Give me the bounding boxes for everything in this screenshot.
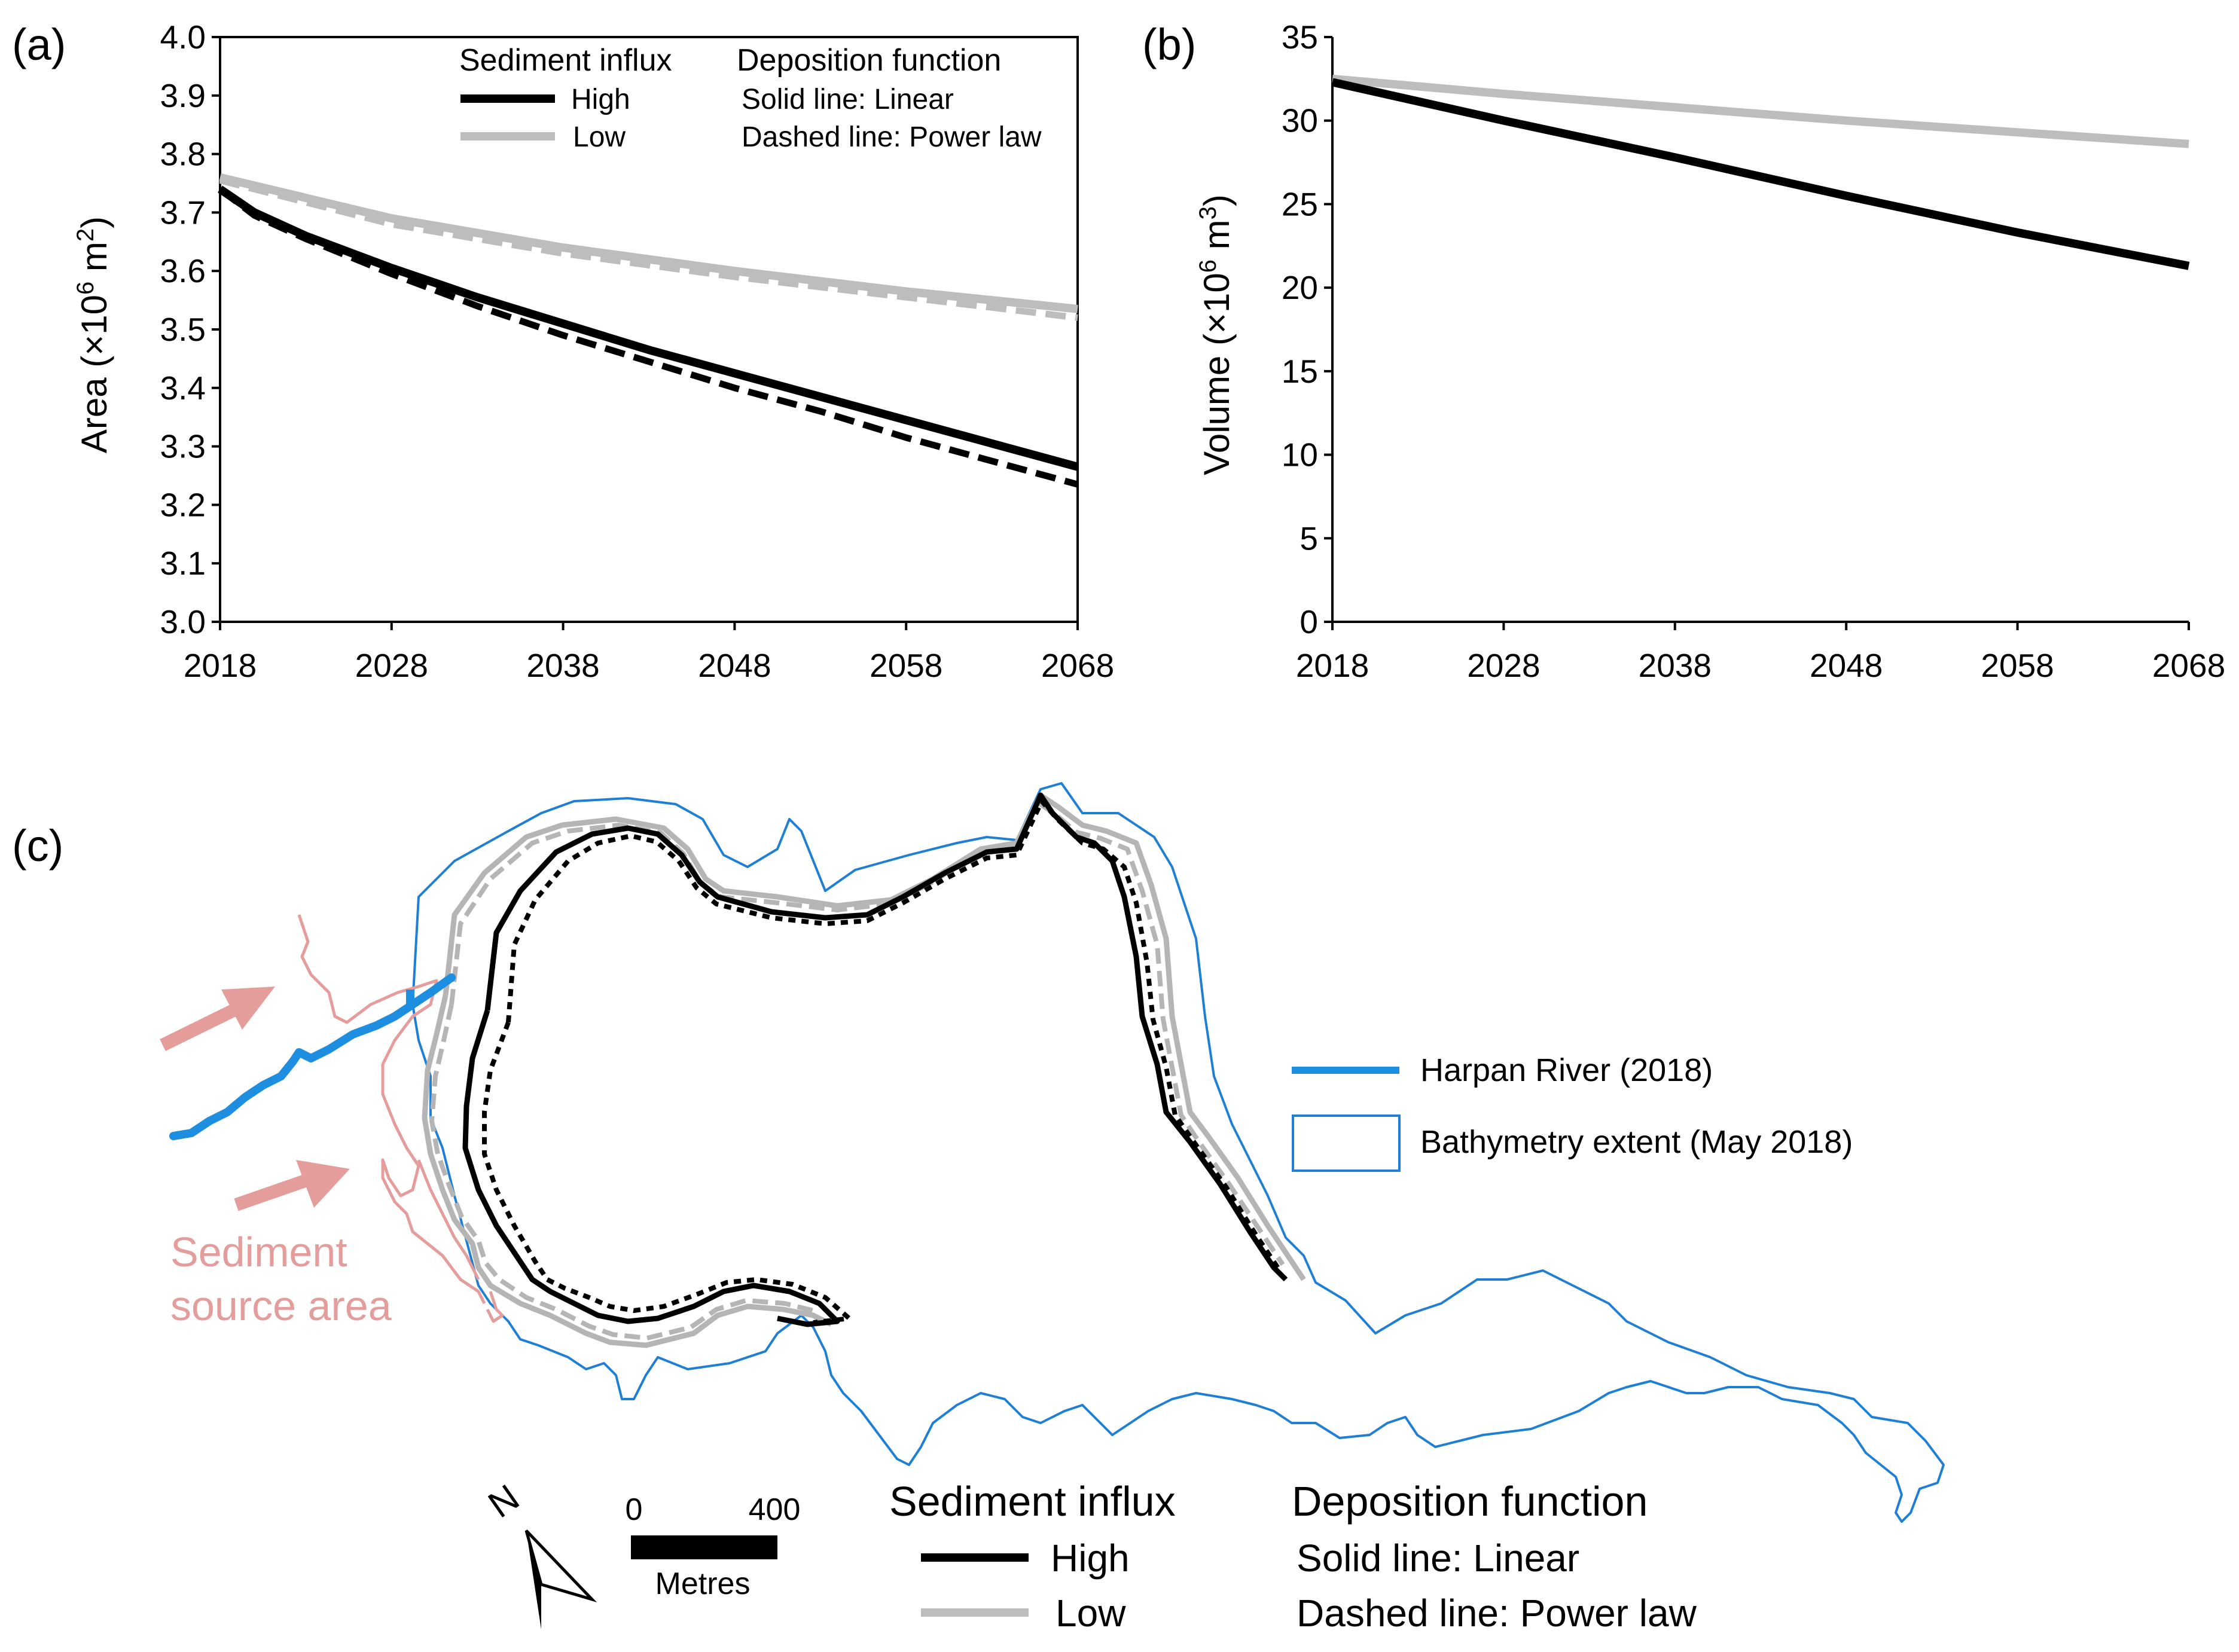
scale-end-label: 400 [749, 1492, 801, 1527]
panel-a-series-line [218, 186, 1079, 488]
panel-b-x-tick-label: 2048 [1810, 647, 1883, 684]
panel-a-y-tick-label: 3.4 [160, 370, 206, 407]
panel-b-y-tick-label: 25 [1282, 185, 1318, 222]
panel-c-legend-low-label: Low [1056, 1592, 1126, 1635]
panel-c-label: (c) [12, 821, 63, 871]
panel-b-x-ticks: 2018 2028 2038 2048 2058 2068 [1296, 622, 2225, 684]
panel-a-y-tick-label: 3.2 [160, 486, 206, 523]
panel-c-legend-high-label: High [1051, 1537, 1130, 1580]
panel-a-area-chart: (a) Area (×106 m2) 3.0 3.1 3.2 3.3 3.4 3.5 3.6… [12, 19, 1114, 684]
shoreline-high-linear [462, 792, 1288, 1327]
panel-c-legend-solid-text: Solid line: Linear [1297, 1537, 1579, 1580]
panel-c-legend-dashed-text: Dashed line: Power law [1297, 1592, 1697, 1635]
panel-a-x-tick-label: 2068 [1041, 647, 1114, 684]
panel-c-legend-influx-title: Sediment influx [889, 1478, 1176, 1525]
panel-a-y-tick-label: 4.0 [160, 19, 206, 56]
panel-b-label: (b) [1142, 20, 1196, 69]
scale-start-label: 0 [626, 1492, 643, 1527]
panel-b-x-tick-label: 2028 [1467, 647, 1540, 684]
sediment-source-label-line2: source area [170, 1282, 392, 1329]
north-arrow-right-half [524, 1529, 597, 1603]
panel-a-label: (a) [12, 20, 66, 69]
panel-a-legend-deposition-title: Deposition function [737, 43, 1001, 78]
panel-a-x-tick-label: 2038 [526, 647, 599, 684]
shoreline-low-power [429, 800, 1285, 1340]
sediment-source-outline [297, 914, 504, 1323]
panel-a-x-tick-label: 2018 [184, 647, 257, 684]
panel-a-legend-influx-title: Sediment influx [459, 43, 672, 78]
panel-a-y-tick-label: 3.3 [160, 428, 206, 465]
panel-a-legend-low-label: Low [573, 121, 626, 153]
panel-b-series-line [1332, 74, 2189, 148]
north-arrow-left-half [526, 1531, 541, 1629]
panel-a-x-tick-label: 2028 [355, 647, 428, 684]
panel-a-y-tick-label: 3.6 [160, 252, 206, 289]
sediment-arrow-lower [234, 1160, 350, 1211]
panel-a-series-line [219, 177, 1078, 321]
panel-a-y-tick-label: 3.9 [160, 77, 206, 114]
legend-bathymetry-label: Bathymetry extent (May 2018) [1420, 1124, 1853, 1160]
panel-a-y-tick-label: 3.1 [160, 545, 206, 582]
panel-b-x-tick-label: 2018 [1296, 647, 1369, 684]
panel-a-y-ticks: 3.0 3.1 3.2 3.3 3.4 3.5 3.6 3.7 3.8 3.9 4.0 [160, 19, 220, 640]
panel-a-legend-solid-text: Solid line: Linear [742, 84, 954, 115]
panel-b-volume-chart: (b) Volume (×106 m3) 0 5 10 15 20 25 30 35 2018… [1142, 19, 2225, 684]
panel-c-legend: Sediment influx High Low Deposition func… [889, 1478, 1697, 1635]
panel-a-y-tick-label: 3.8 [160, 136, 206, 173]
scale-bar: 0 400 Metres [626, 1492, 801, 1601]
panel-a-y-tick-label: 3.0 [160, 603, 206, 640]
panel-b-x-tick-label: 2068 [2152, 647, 2225, 684]
panel-a-legend: Sediment influx High Low Deposition func… [459, 43, 1042, 153]
legend-river-label: Harpan River (2018) [1420, 1052, 1713, 1088]
panel-b-x-tick-label: 2038 [1639, 647, 1712, 684]
panel-b-y-tick-label: 15 [1282, 353, 1318, 390]
bathymetry-extent-outline [411, 782, 1945, 1523]
panel-a-series [218, 173, 1079, 488]
panel-b-y-tick-label: 20 [1282, 269, 1318, 306]
panel-a-series-line [219, 173, 1078, 313]
panel-b-y-tick-label: 35 [1282, 19, 1318, 56]
panel-b-y-tick-label: 5 [1300, 520, 1318, 557]
north-label: N [481, 1477, 526, 1526]
panel-c-map: (c) Sediment source area Harpan River (2… [12, 782, 1945, 1635]
panel-b-series-line [1331, 78, 2190, 270]
harpan-river [169, 973, 456, 1140]
panel-b-y-ticks: 0 5 10 15 20 25 30 35 [1282, 19, 1332, 640]
sediment-source-label-line1: Sediment [170, 1229, 347, 1275]
scale-units-label: Metres [655, 1567, 751, 1601]
panel-a-x-ticks: 2018 2028 2038 2048 2058 2068 [184, 622, 1114, 684]
panel-b-y-axis-title: Volume (×106 m3) [1195, 194, 1237, 475]
panel-a-x-tick-label: 2058 [870, 647, 942, 684]
panel-b-x-tick-label: 2058 [1981, 647, 2054, 684]
panel-a-x-tick-label: 2048 [698, 647, 771, 684]
panel-c-legend-deposition-title: Deposition function [1292, 1478, 1648, 1525]
panel-a-y-tick-label: 3.7 [160, 194, 206, 231]
scale-bar-rect [631, 1535, 777, 1559]
panel-a-y-axis-title: Area (×106 m2) [72, 216, 114, 453]
panel-a-y-tick-label: 3.5 [160, 311, 206, 348]
shoreline-high-power [482, 799, 1282, 1325]
panel-b-series [1331, 74, 2190, 270]
sediment-arrow-upper [160, 987, 275, 1051]
legend-bathymetry-swatch [1292, 1114, 1401, 1172]
panel-a-series-line [218, 185, 1079, 471]
panel-a-legend-dashed-text: Dashed line: Power law [742, 121, 1042, 153]
north-arrow: N [481, 1477, 597, 1629]
panel-b-y-tick-label: 10 [1282, 436, 1318, 474]
panel-b-y-tick-label: 30 [1282, 102, 1318, 139]
panel-b-y-tick-label: 0 [1300, 603, 1318, 640]
panel-a-legend-high-label: High [571, 84, 630, 115]
